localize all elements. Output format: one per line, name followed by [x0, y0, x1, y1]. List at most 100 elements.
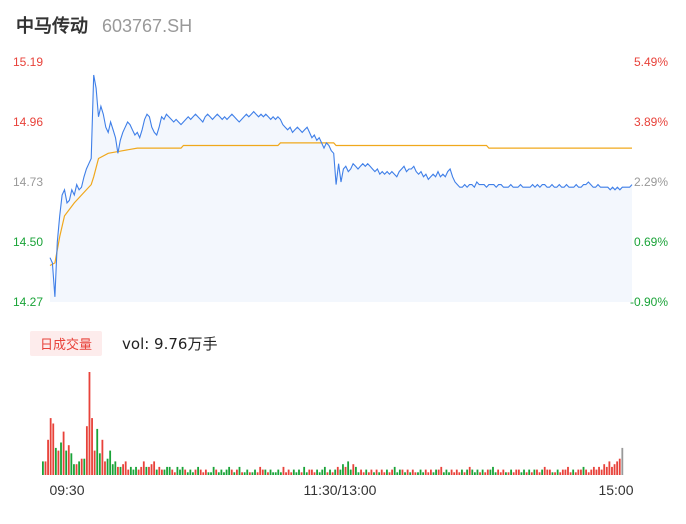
volume-bar — [256, 472, 259, 475]
price-line — [49, 74, 633, 297]
volume-bar — [510, 469, 512, 475]
volume-bar — [150, 464, 153, 475]
volume-bar — [181, 466, 184, 475]
volume-bar — [236, 469, 238, 475]
pct-tick-label: -0.90% — [630, 295, 668, 309]
volume-bar — [321, 469, 324, 475]
pct-tick-label: 0.69% — [634, 235, 668, 249]
volume-bar — [70, 453, 73, 475]
volume-bar — [618, 458, 621, 475]
volume-bar — [499, 472, 502, 475]
volume-bar — [311, 469, 313, 475]
time-axis: 09:30 11:30/13:00 15:00 — [49, 482, 633, 498]
volume-bar — [357, 472, 360, 475]
volume-bar — [168, 466, 171, 475]
pct-tick-label: 3.89% — [634, 115, 668, 129]
volume-bar — [365, 469, 368, 475]
volume-bar — [145, 466, 148, 475]
volume-bar — [295, 472, 298, 475]
volume-bar — [541, 469, 544, 475]
price-tick-label: 14.96 — [13, 115, 43, 129]
volume-bar — [331, 472, 334, 475]
tab-daily-volume[interactable]: 日成交量 — [30, 331, 103, 356]
volume-bar — [248, 472, 251, 475]
volume-bar — [171, 469, 174, 475]
volume-bar — [230, 469, 233, 475]
volume-bar — [52, 423, 55, 475]
volume-bar — [212, 466, 215, 475]
volume-bar — [142, 461, 145, 475]
volume-bar — [189, 469, 192, 475]
volume-bar — [378, 472, 381, 475]
volume-bar — [91, 418, 93, 475]
price-tick-label: 15.19 — [13, 55, 43, 69]
volume-bar — [220, 469, 223, 475]
volume-bar — [274, 472, 277, 475]
volume-bar — [277, 469, 280, 475]
volume-bar — [391, 469, 394, 475]
volume-bar — [65, 450, 68, 475]
volume-bar — [603, 464, 606, 475]
volume-bar — [254, 469, 256, 475]
volume-bar — [158, 466, 161, 475]
volume-bar — [119, 466, 122, 475]
volume-bar — [595, 469, 598, 475]
volume-bar — [598, 466, 600, 475]
volume-bar — [530, 472, 533, 475]
volume-bar — [398, 469, 401, 475]
stock-name: 中马传动 — [16, 16, 88, 37]
volume-bar — [184, 469, 187, 475]
volume-bar — [621, 447, 624, 475]
time-tick-label: 09:30 — [49, 482, 84, 498]
volume-bar — [339, 469, 342, 475]
volume-bar — [585, 469, 588, 475]
volume-bar — [525, 472, 528, 475]
volume-bar — [132, 469, 135, 475]
volume-bar — [494, 472, 497, 475]
volume-bar — [292, 469, 295, 475]
volume-bar — [160, 469, 163, 475]
volume-bar — [616, 461, 619, 475]
time-tick-label: 15:00 — [598, 482, 633, 498]
price-axis: 15.19 14.96 14.73 14.50 14.27 — [13, 55, 43, 309]
volume-bar — [313, 472, 316, 475]
volume-bar — [264, 469, 267, 475]
volume-bar — [414, 472, 417, 475]
volume-bar — [88, 372, 91, 475]
volume-bar — [574, 472, 577, 475]
pct-axis: 5.49% 3.89% 2.29% 0.69% -0.90% — [630, 55, 668, 309]
volume-bar — [272, 472, 275, 475]
volume-bar — [396, 472, 399, 475]
volume-bar — [344, 466, 347, 475]
volume-bar — [60, 442, 62, 475]
volume-bar — [551, 472, 554, 475]
volume-bar — [287, 469, 290, 475]
volume-bar — [554, 472, 556, 475]
volume-bar — [101, 439, 104, 475]
volume-bar — [473, 472, 476, 475]
volume-bar — [259, 466, 262, 475]
pct-tick-label: 2.29% — [634, 175, 668, 189]
volume-bar — [282, 466, 285, 475]
volume-bar — [96, 428, 99, 475]
volume-bar — [450, 469, 453, 475]
price-tick-label: 14.73 — [13, 175, 43, 189]
volume-bar — [153, 461, 156, 475]
volume-bar — [57, 450, 60, 475]
volume-bar — [370, 469, 373, 475]
volume-bar — [78, 461, 81, 475]
volume-bar — [484, 472, 487, 475]
volume-bar — [104, 461, 106, 475]
volume-bar — [163, 469, 166, 475]
volume-bar — [204, 469, 207, 475]
volume-bar — [587, 472, 590, 475]
volume-bar — [223, 472, 225, 475]
volume-bar — [401, 469, 404, 475]
volume-bar — [316, 469, 318, 475]
volume-bar — [592, 466, 595, 475]
volume-bar — [523, 469, 525, 475]
price-tick-label: 14.50 — [13, 235, 43, 249]
volume-bar — [137, 469, 140, 475]
volume-bar — [605, 466, 608, 475]
time-tick-label: 11:30/13:00 — [304, 482, 377, 498]
